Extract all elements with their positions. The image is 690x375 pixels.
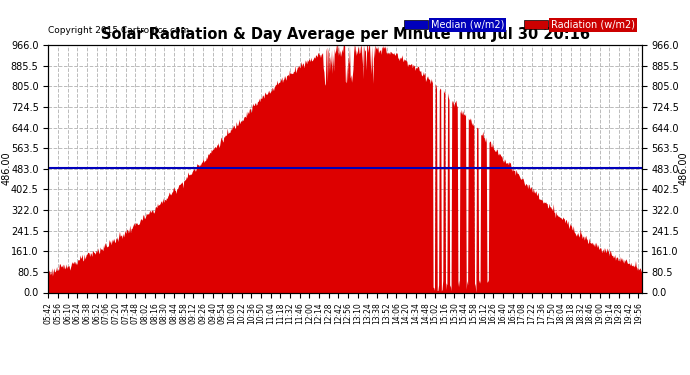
- Title: Solar Radiation & Day Average per Minute Thu Jul 30 20:16: Solar Radiation & Day Average per Minute…: [101, 27, 589, 42]
- Text: 486.00: 486.00: [678, 151, 689, 185]
- Legend: Median (w/m2), Radiation (w/m2): Median (w/m2), Radiation (w/m2): [402, 18, 637, 32]
- Text: 486.00: 486.00: [1, 151, 12, 185]
- Text: Copyright 2015 Cartronics.com: Copyright 2015 Cartronics.com: [48, 26, 190, 35]
